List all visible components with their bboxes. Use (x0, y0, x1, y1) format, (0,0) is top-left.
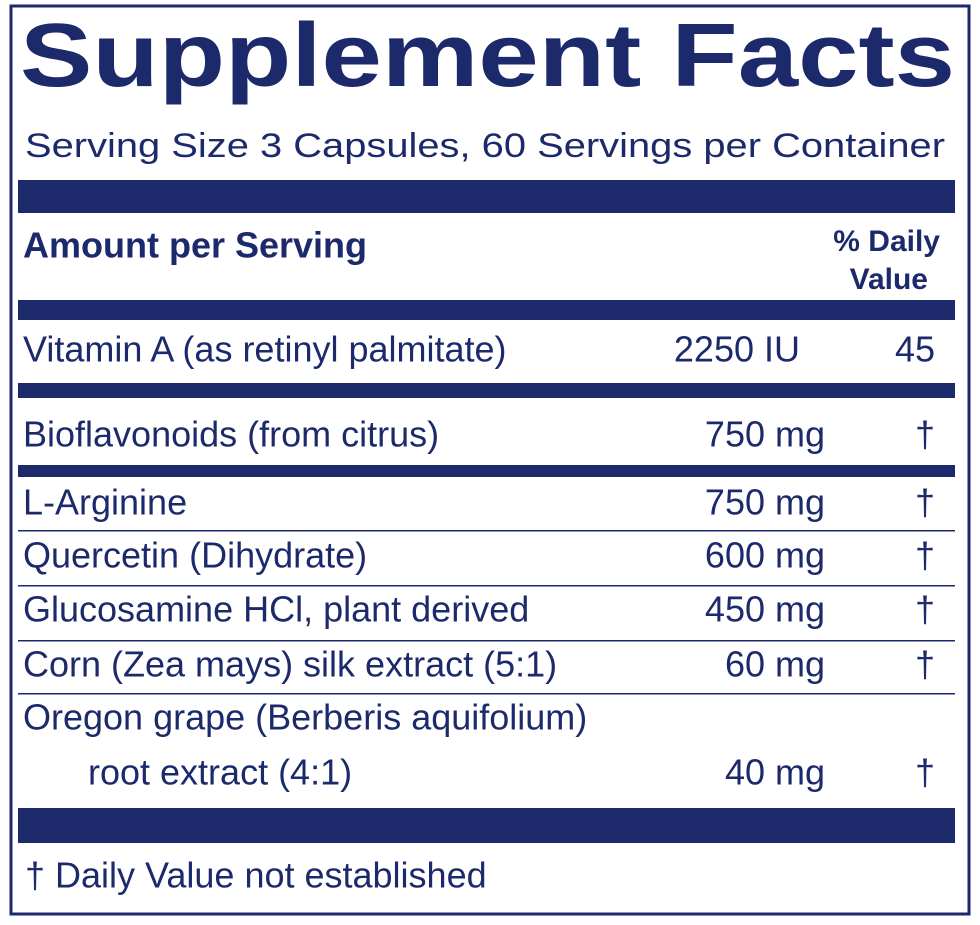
divider-line (18, 585, 955, 587)
nutrient-amount: 2250 IU (674, 329, 800, 370)
daily-value: † (915, 414, 935, 455)
divider-bar (18, 465, 955, 477)
divider-line (18, 640, 955, 642)
nutrient-amount: 600 mg (705, 535, 825, 576)
thick-bar (18, 180, 955, 213)
serving-size: Serving Size 3 Capsules, 60 Servings per… (25, 127, 945, 165)
nutrient-name: Vitamin A (as retinyl palmitate) (23, 329, 507, 370)
nutrient-amount: 750 mg (705, 414, 825, 455)
nutrient-name: Oregon grape (Berberis aquifolium) (23, 697, 587, 738)
divider-line (18, 530, 955, 532)
daily-value: † (915, 752, 935, 793)
amount-header: Amount per Serving (23, 225, 367, 266)
daily-value: † (915, 535, 935, 576)
medium-bar (18, 300, 955, 320)
daily-value-header: Value (850, 263, 928, 296)
footnote: † Daily Value not established (25, 855, 487, 896)
nutrient-name: Corn (Zea mays) silk extract (5:1) (23, 644, 557, 685)
daily-value: † (915, 589, 935, 630)
nutrient-name: L-Arginine (23, 482, 187, 523)
nutrient-name: Glucosamine HCl, plant derived (23, 589, 529, 630)
thick-bar (18, 808, 955, 843)
daily-value-header: % Daily (833, 225, 940, 258)
nutrient-name: Quercetin (Dihydrate) (23, 535, 367, 576)
divider-line (18, 693, 955, 695)
title: Supplement Facts (20, 6, 955, 106)
label-border (9, 4, 971, 916)
nutrient-amount: 40 mg (725, 752, 825, 793)
nutrient-name: Bioflavonoids (from citrus) (23, 414, 439, 455)
daily-value: 45 (895, 329, 935, 370)
nutrient-amount: 750 mg (705, 482, 825, 523)
nutrient-amount: 450 mg (705, 589, 825, 630)
nutrient-name: root extract (4:1) (88, 752, 352, 793)
daily-value: † (915, 482, 935, 523)
nutrient-amount: 60 mg (725, 644, 825, 685)
daily-value: † (915, 644, 935, 685)
divider-bar (18, 383, 955, 398)
